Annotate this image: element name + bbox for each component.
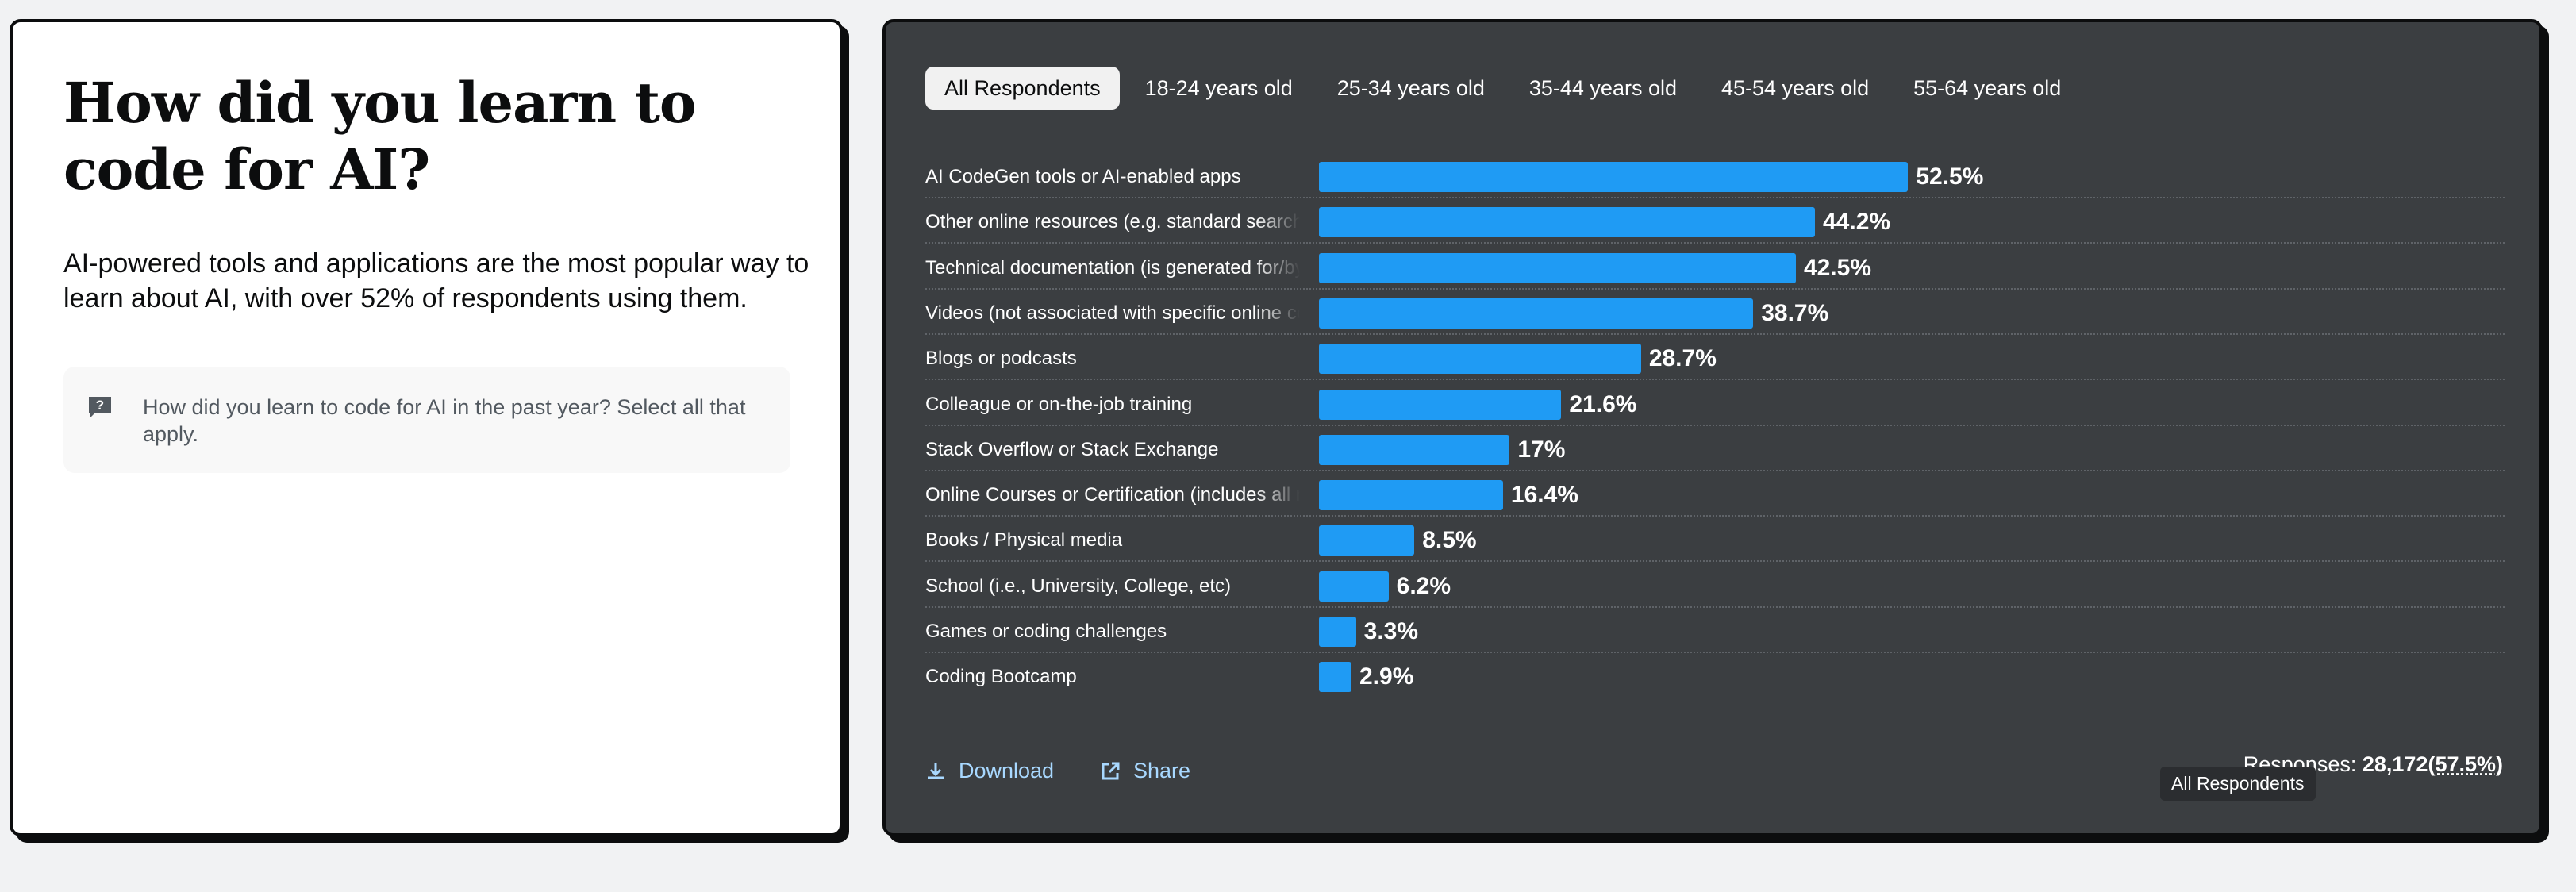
svg-text:?: ? (96, 398, 104, 413)
category-label: Books / Physical media (925, 529, 1123, 552)
tab-45-54-years-old[interactable]: 45-54 years old (1721, 76, 1870, 100)
row-divider (925, 652, 2505, 653)
bar-value-label: 28.7% (1648, 345, 1717, 372)
responses-count: 28,172 (2362, 752, 2428, 776)
tab-35-44-years-old[interactable]: 35-44 years old (1528, 76, 1677, 100)
share-icon (1102, 762, 1120, 779)
category-label: Videos (not associated with specific onl… (925, 302, 1300, 324)
category-label: Technical documentation (is generated fo… (925, 256, 1300, 279)
bar[interactable] (1319, 434, 1510, 465)
question-text: How did you learn to code for AI in the … (143, 395, 746, 446)
bar-value-label: 8.5% (1422, 527, 1477, 554)
age-filter-tabs: All Respondents 18-24 years old 25-34 year… (925, 67, 2086, 110)
download-icon (928, 763, 944, 779)
bar-value-label: 3.3% (1363, 618, 1419, 644)
download-label: Download (959, 759, 1055, 782)
bar-value-label: 44.2% (1822, 209, 1891, 236)
page-subtitle: AI-powered tools and applications are th… (63, 248, 809, 313)
category-label: AI CodeGen tools or AI-enabled apps (925, 166, 1241, 187)
row-divider (925, 379, 2505, 381)
page-title: How did you learn to code for AI? (63, 70, 697, 202)
row-divider (925, 515, 2505, 517)
row-divider (925, 469, 2505, 471)
question-mark-speech-icon: ? (89, 397, 111, 417)
info-card: How did you learn to code for AI? AI-pow… (10, 19, 843, 836)
bar-value-label: 21.6% (1569, 390, 1637, 417)
bar[interactable] (1319, 662, 1351, 693)
category-label: Stack Overflow or Stack Exchange (925, 438, 1219, 460)
share-button[interactable]: Share (1100, 759, 1190, 783)
category-label: Blogs or podcasts (925, 348, 1077, 370)
bar-value-label: 16.4% (1510, 482, 1578, 509)
category-label: Games or coding challenges (925, 621, 1167, 642)
bar-value-label: 2.9% (1359, 663, 1414, 690)
row-divider (925, 424, 2505, 426)
bar[interactable] (1319, 617, 1356, 647)
tab-all-respondents[interactable]: All Respondents (925, 67, 1120, 110)
bar[interactable] (1319, 252, 1796, 283)
bar-value-label: 17% (1517, 436, 1566, 463)
bar[interactable] (1319, 571, 1389, 602)
bar[interactable] (1319, 344, 1641, 375)
tab-18-24-years-old[interactable]: 18-24 years old (1144, 76, 1293, 100)
category-label: Online Courses or Certification (include… (925, 484, 1300, 506)
bar[interactable] (1319, 207, 1815, 238)
chart-card: All Respondents 18-24 years old 25-34 year… (882, 19, 2543, 836)
tab-25-34-years-old[interactable]: 25-34 years old (1336, 76, 1485, 100)
row-divider (925, 560, 2505, 563)
download-button[interactable]: Download (925, 759, 1054, 783)
tab-55-64-years-old[interactable]: 55-64 years old (1913, 76, 2062, 100)
bar[interactable] (1319, 298, 1754, 329)
category-label: Other online resources (e.g. standard se… (925, 211, 1300, 233)
responses-tooltip: All Respondents (2160, 767, 2316, 801)
question-box: ? How did you learn to code for AI in th… (63, 367, 790, 473)
bar[interactable] (1319, 525, 1415, 556)
category-label: Coding Bootcamp (925, 666, 1077, 688)
bar-chart: AI CodeGen tools or AI-enabled apps 52.5%… (886, 22, 2539, 833)
row-divider (925, 197, 2505, 198)
bar[interactable] (1319, 162, 1909, 192)
bar-value-label: 52.5% (1916, 163, 1984, 190)
category-label: School (i.e., University, College, etc) (925, 575, 1232, 597)
row-divider (925, 606, 2505, 608)
bar-value-label: 42.5% (1803, 254, 1872, 281)
row-divider (925, 287, 2505, 290)
bar-value-label: 38.7% (1761, 299, 1829, 326)
category-label: Colleague or on-the-job training (925, 393, 1193, 415)
bar-value-label: 6.2% (1396, 572, 1451, 599)
share-label: Share (1133, 759, 1191, 782)
row-divider (925, 333, 2505, 335)
bar[interactable] (1319, 480, 1503, 511)
bar[interactable] (1319, 389, 1562, 420)
row-divider (925, 242, 2505, 244)
responses-percent[interactable]: (57.5%) (2428, 752, 2503, 776)
